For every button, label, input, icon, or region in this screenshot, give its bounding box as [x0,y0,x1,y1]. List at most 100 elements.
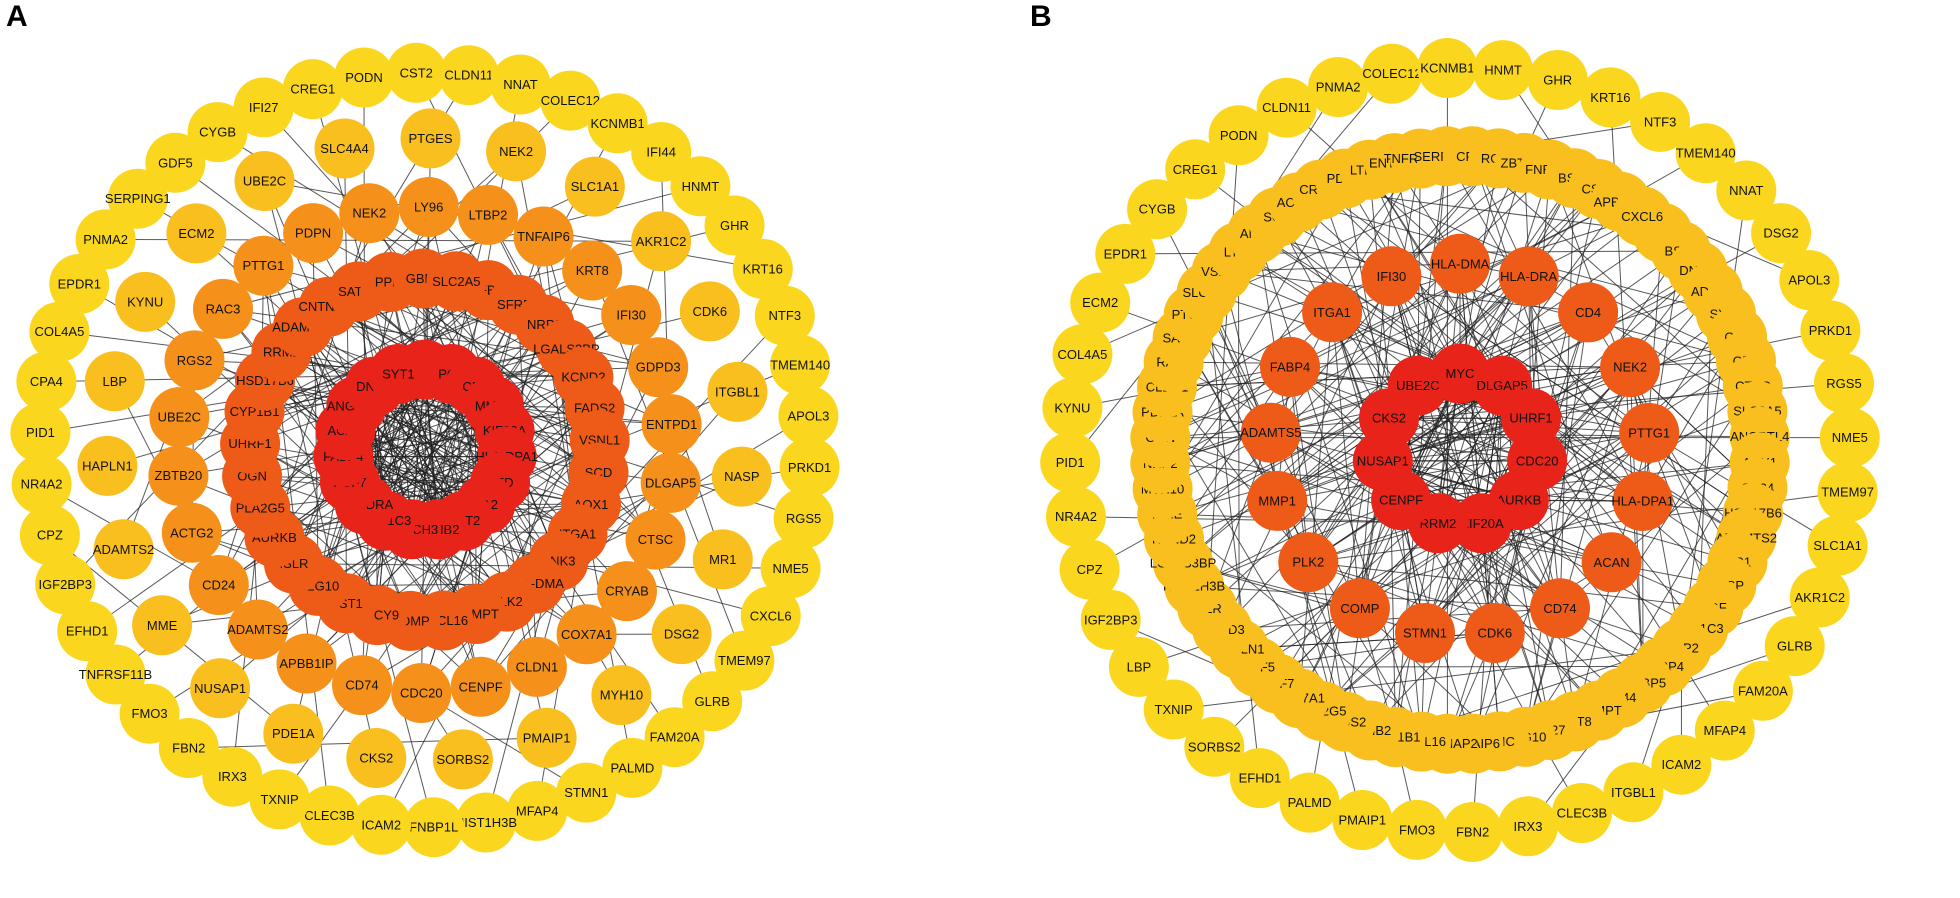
gene-node-label: NEK2 [1613,360,1647,375]
gene-node-label: FAM20A [1738,683,1788,698]
gene-node-label: SERPING1 [105,191,171,206]
gene-node: COMP [1329,578,1390,639]
gene-node-circle [1080,589,1141,650]
gene-node-circle [644,707,705,768]
gene-node-label: FAM20A [650,730,700,745]
network-edge [1401,461,1760,501]
gene-node-label: PMAIP1 [1338,813,1386,828]
gene-node-label: CYGB [199,125,236,140]
gene-node: IRX3 [1498,796,1558,857]
gene-node-circle [1040,432,1101,493]
gene-node: PLK2 [1278,532,1339,593]
gene-node-circle [299,785,360,846]
gene-node: CREG1 [1165,139,1226,200]
gene-node-circle [682,671,743,732]
gene-node: RAC3 [193,278,253,339]
gene-node: COL4A5 [1052,324,1113,385]
gene-node-label: UBE2C [243,174,286,189]
network-edge [1369,432,1650,731]
gene-node-circle [1387,799,1447,860]
gene-node: COL4A5 [29,301,90,362]
gene-node: COLEC12 [540,70,601,131]
network-edge [1221,276,1392,630]
gene-node-circle [1527,50,1588,110]
gene-node-label: PRKD1 [788,460,831,475]
gene-node-circle [1302,282,1363,343]
gene-node: FMO3 [119,683,180,744]
network-edge [1173,169,1551,540]
gene-node: MMP1 [1247,470,1308,531]
gene-node-circle [332,655,392,716]
gene-node-circle [115,271,176,332]
gene-node-label: DLGAP5 [1477,378,1528,393]
network-edge [1359,163,1396,609]
network-edge [1289,366,1309,563]
gene-node: PALMD [602,737,663,798]
gene-node: APOL3 [1779,250,1840,311]
network-edge [1298,373,1461,699]
gene-node-label: APBB1IP [279,656,333,671]
gene-node: SERPING1 [105,168,171,229]
gene-node: COLEC12 [1362,43,1422,104]
gene-node-label: FMO3 [132,706,168,721]
gene-node-circle [1716,160,1777,221]
gene-node: CD74 [332,655,392,716]
gene-node-circle [193,278,253,339]
gene-node-label: CPA4 [30,374,63,389]
gene-node-label: IGF2BP3 [1084,612,1137,627]
gene-node-label: AKR1C2 [1795,590,1846,605]
gene-node: MR1 [692,529,753,590]
gene-node-circle [398,177,459,237]
gene-node: CLDN11 [1256,77,1317,138]
gene-node-circle [1814,353,1874,414]
gene-node: HIST1H3B [455,792,517,853]
gene-node-circle [1464,603,1525,663]
gene-node-label: PRKD1 [1809,323,1852,338]
gene-node-circle [602,737,663,798]
gene-node-circle [711,446,772,507]
gene-node: UBE2C [1387,355,1448,416]
gene-node-label: TNFRSF11B [79,667,152,682]
network-edge [1524,366,1631,738]
gene-node-label: CST2 [400,65,433,80]
gene-node-label: GHR [720,218,749,233]
gene-node: NTF3 [1630,91,1691,152]
gene-node-label: HIST1H3B [455,815,517,830]
gene-node-label: IGF2BP3 [38,577,91,592]
gene-node-label: CXCL6 [1621,209,1663,224]
gene-node-label: SLC1A1 [1813,538,1861,553]
gene-node-circle [334,47,394,108]
gene-node-circle [1600,337,1661,398]
gene-node-label: LTBP2 [469,207,508,222]
gene-node: STMN1 [1395,603,1455,663]
network-edge [421,692,587,794]
gene-node-label: HLA-DMA [1431,256,1490,271]
gene-node-circle [1789,567,1850,628]
gene-node-label: NME5 [1832,430,1868,445]
gene-node: DLGAP5 [640,452,701,513]
gene-node-label: COL4A5 [34,324,84,339]
gene-node-circle [1042,377,1103,438]
gene-node: EFHD1 [57,601,118,662]
gene-node-circle [263,703,324,764]
gene-node: PDE1A [263,703,324,764]
gene-node: CLDN1 [506,636,567,697]
gene-node-circle [597,561,657,622]
gene-node-circle [57,601,118,662]
gene-node-label: GLRB [694,694,729,709]
gene-node: PNMA2 [1308,57,1369,117]
gene-node-label: CLEC3B [1557,806,1608,821]
gene-node: CYGB [1127,179,1188,240]
network-edge [1166,513,1448,745]
gene-node: TXNIP [249,769,310,830]
gene-node: IFI30 [601,285,662,345]
gene-node-label: CRYAB [605,584,649,599]
network-edge [349,376,584,483]
gene-node-circle [1764,616,1825,677]
gene-node-label: NR4A2 [1055,509,1097,524]
gene-node: CTSC [625,509,686,570]
network-edge [1395,596,1820,738]
gene-node-label: APOL3 [1788,273,1830,288]
gene-node-label: HNMT [682,179,720,194]
